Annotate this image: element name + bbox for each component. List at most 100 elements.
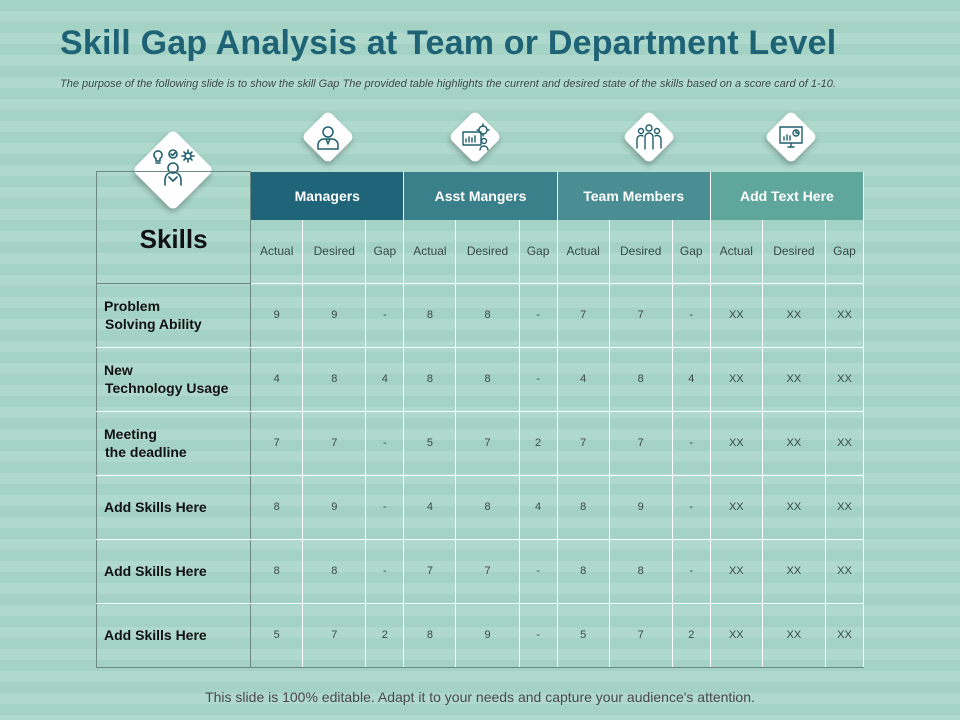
- table-cell: 8: [302, 347, 367, 412]
- team-icon: [629, 117, 669, 157]
- table-cell: 8: [455, 283, 520, 348]
- table-cell: 8: [557, 539, 610, 604]
- table-cell: 8: [250, 475, 304, 540]
- table-row: New Technology Usage 4 8 4 8 8-4 8 4 XX XX XX: [95, 347, 865, 412]
- table-cell: XX: [825, 475, 865, 540]
- table-cell: -: [519, 347, 558, 412]
- skill-label-line: Add Skills Here: [104, 627, 207, 643]
- subheader-actual: Actual: [557, 219, 610, 284]
- subheader-desired: Desired: [609, 219, 673, 284]
- table-cell: XX: [762, 539, 826, 604]
- table-cell: -: [365, 475, 405, 540]
- table-cell: XX: [825, 539, 865, 604]
- table-cell: XX: [825, 603, 865, 668]
- group-header-add-text: Add Text Here: [710, 171, 865, 220]
- table-cell: XX: [825, 411, 865, 476]
- table-row: Add Skills Here 8 8-7 7-8 8- XX XX XX: [95, 539, 865, 604]
- table-cell: XX: [762, 283, 826, 348]
- table-cell: 8: [609, 539, 673, 604]
- table-cell: 9: [250, 283, 304, 348]
- subheader-gap: Gap: [365, 219, 405, 284]
- table-cell: 8: [403, 347, 457, 412]
- table-cell: 7: [557, 411, 610, 476]
- table-cell: -: [672, 283, 711, 348]
- presenter-icon: [455, 117, 495, 157]
- table-cell: 4: [519, 475, 558, 540]
- table-cell: 8: [403, 283, 457, 348]
- skill-gap-table: Skills Managers Asst Mangers Team Member…: [95, 171, 865, 668]
- skill-label-line: New: [104, 362, 133, 378]
- skill-label-line: Add Skills Here: [104, 563, 207, 579]
- skill-label: Meeting the deadline: [95, 411, 252, 476]
- table-cell: 5: [403, 411, 457, 476]
- table-cell: 7: [609, 283, 673, 348]
- table-cell: XX: [762, 411, 826, 476]
- subheader-gap: Gap: [672, 219, 711, 284]
- skill-label-line: Technology Usage: [105, 380, 229, 396]
- subheader-desired: Desired: [302, 219, 367, 284]
- table-cell: 5: [557, 603, 610, 668]
- table-cell: 7: [609, 603, 673, 668]
- skills-header: Skills: [95, 171, 252, 284]
- table-cell: 8: [302, 539, 367, 604]
- skill-label-line: Solving Ability: [105, 316, 202, 332]
- page-title: Skill Gap Analysis at Team or Department…: [60, 24, 837, 62]
- skill-label: Add Skills Here: [95, 603, 252, 668]
- table-cell: -: [519, 283, 558, 348]
- table-row: Problem Solving Ability 9 9-8 8-7 7- XX XX XX: [95, 283, 865, 348]
- table-cell: -: [672, 475, 711, 540]
- group-header-team-members: Team Members: [557, 171, 711, 220]
- table-cell: 5: [250, 603, 304, 668]
- table-cell: 2: [672, 603, 711, 668]
- table-row: Add Skills Here 8 9-4 8 4 8 9- XX XX XX: [95, 475, 865, 540]
- skill-label-line: Add Skills Here: [104, 499, 207, 515]
- table-cell: XX: [710, 347, 763, 412]
- table-cell: 8: [250, 539, 304, 604]
- table-cell: 8: [455, 347, 520, 412]
- subheader-actual: Actual: [403, 219, 457, 284]
- dashboard-icon: [771, 117, 811, 157]
- table-cell: XX: [762, 347, 826, 412]
- table-cell: -: [672, 539, 711, 604]
- table-cell: XX: [825, 283, 865, 348]
- table-cell: 7: [302, 411, 367, 476]
- table-cell: 2: [519, 411, 558, 476]
- subheader-gap: Gap: [825, 219, 865, 284]
- skill-label: Add Skills Here: [95, 475, 252, 540]
- table-cell: XX: [762, 475, 826, 540]
- table-cell: 7: [455, 539, 520, 604]
- table-cell: 7: [250, 411, 304, 476]
- group-header-asst-managers: Asst Mangers: [403, 171, 558, 220]
- table-cell: 7: [302, 603, 367, 668]
- table-row: Add Skills Here 5 7 2 8 9-5 7 2 XX XX XX: [95, 603, 865, 668]
- skill-label-line: Meeting: [104, 426, 157, 442]
- table-cell: 4: [557, 347, 610, 412]
- table-cell: 7: [455, 411, 520, 476]
- subheader-desired: Desired: [762, 219, 826, 284]
- table-row: Meeting the deadline 7 7-5 7 2 7 7- XX XX XX: [95, 411, 865, 476]
- table-cell: XX: [710, 603, 763, 668]
- table-cell: 9: [302, 475, 367, 540]
- table-cell: -: [672, 411, 711, 476]
- table-cell: 4: [250, 347, 304, 412]
- subheader-actual: Actual: [710, 219, 763, 284]
- subheader-actual: Actual: [250, 219, 304, 284]
- table-cell: 2: [365, 603, 405, 668]
- manager-icon: [308, 117, 348, 157]
- skill-label-line: the deadline: [105, 444, 187, 460]
- table-cell: 8: [403, 603, 457, 668]
- table-cell: XX: [825, 347, 865, 412]
- table-cell: 9: [609, 475, 673, 540]
- table-cell: -: [365, 283, 405, 348]
- table-cell: -: [365, 411, 405, 476]
- table-cell: 4: [672, 347, 711, 412]
- table-cell: 7: [557, 283, 610, 348]
- table-cell: 9: [302, 283, 367, 348]
- table-cell: -: [365, 539, 405, 604]
- table-cell: 7: [403, 539, 457, 604]
- table-cell: 8: [455, 475, 520, 540]
- table-cell: XX: [710, 539, 763, 604]
- table-cell: 7: [609, 411, 673, 476]
- skill-label: Add Skills Here: [95, 539, 252, 604]
- page-subtitle: The purpose of the following slide is to…: [60, 78, 836, 90]
